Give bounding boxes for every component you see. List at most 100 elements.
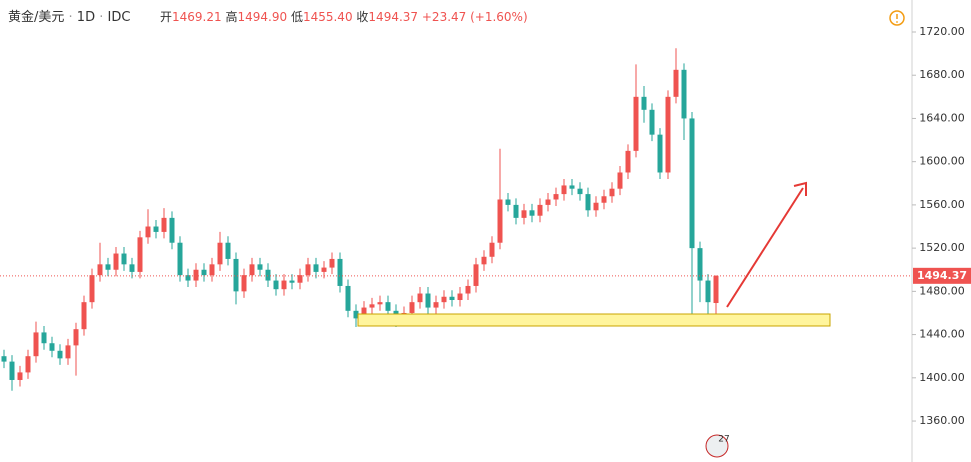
candle-body [433,302,439,308]
arrow-line [726,187,804,308]
y-tick-label: 1400.00 [919,371,965,384]
candle-body [105,264,111,270]
candle-body [297,275,303,283]
candle-body [529,210,535,216]
y-tick-label: 1440.00 [919,328,965,341]
quote-change: +23.47 (+1.60%) [422,10,528,24]
plot-area [0,48,912,391]
candle-body [97,264,103,276]
candle-body [553,194,559,200]
candle-body [481,256,487,265]
last-price-box [913,267,971,284]
interval: 1D [77,10,95,25]
quote-value: 1494.90 [237,10,287,24]
candle-body [593,202,599,211]
candle-body [505,199,511,205]
candle-body [41,332,47,344]
candle-body [281,280,287,290]
separator: · [95,10,107,25]
candle-body [337,258,343,286]
y-tick-label: 1600.00 [919,155,965,168]
quote-value: 1494.37 [368,10,418,24]
candle-body [49,343,55,351]
candle-body [465,285,471,294]
candle-body [289,280,295,283]
candle-body [241,275,247,292]
quote-name: 低 [291,10,303,24]
candle-body [9,361,15,380]
candle-body [377,302,383,305]
candle-body [25,356,31,373]
candle-body [609,188,615,197]
candle-body [601,196,607,203]
y-tick-label: 1480.00 [919,284,965,297]
separator: · [64,10,76,25]
event-badge-label: 27 [718,435,729,445]
candle-body [681,69,687,119]
candle-body [657,134,663,173]
y-tick-label: 1640.00 [919,111,965,124]
candle-body [457,293,463,301]
candle-body [185,275,191,281]
candle-body [345,285,351,311]
candle-body [489,242,495,257]
candle-body [249,264,255,276]
event-badge[interactable] [705,434,729,458]
candle-body [521,210,527,218]
candle-body [137,237,143,272]
candle-body [473,264,479,286]
candle-body [585,194,591,211]
candle-body [193,269,199,281]
candle-body [713,275,719,304]
quote-name: 高 [225,9,237,24]
candle-body [1,356,7,362]
candle-body [217,242,223,265]
quote: 开1469.21 高1494.90 低1455.40 收1494.37 +23.… [160,9,528,24]
candle-body [305,264,311,276]
candle-body [689,118,695,249]
candle-body [617,172,623,189]
candle-body [169,217,175,243]
candle-body [177,242,183,276]
quote-name: 开 [160,10,172,24]
y-tick-label: 1560.00 [919,198,965,211]
candle-body [633,96,639,151]
support-zone [357,313,831,327]
candle-body [273,280,279,290]
candle-body [121,253,127,265]
candle-body [561,185,567,195]
candle-body [209,264,215,276]
candle-body [321,267,327,272]
candle-body [353,310,359,319]
candle-body [537,204,543,216]
candle-body [129,264,135,272]
candle-body [65,345,71,359]
candle-body [361,307,367,319]
candle-body [161,217,167,232]
y-tick-label: 1360.00 [919,414,965,427]
candle-body [649,109,655,135]
candle-body [697,248,703,281]
candle-body [313,264,319,272]
quote-name: 收 [356,10,368,24]
candle-body [497,199,503,243]
candle-body [113,253,119,270]
candle-body [233,258,239,292]
candle-body [369,304,375,308]
source: IDC [107,10,130,25]
candle-body [569,185,575,189]
candle-body [33,332,39,357]
candle-body [441,296,447,303]
candle-body [17,372,23,380]
candle-body [425,293,431,308]
candle-body [385,302,391,311]
candle-body [417,293,423,303]
candle-body [81,302,87,330]
alert-icon[interactable] [889,10,905,26]
candle-body [329,258,335,268]
quote-value: 1469.21 [172,10,222,24]
candle-body [225,242,231,259]
candle-body [449,296,455,301]
candle-body [705,280,711,303]
candle-body [153,226,159,232]
